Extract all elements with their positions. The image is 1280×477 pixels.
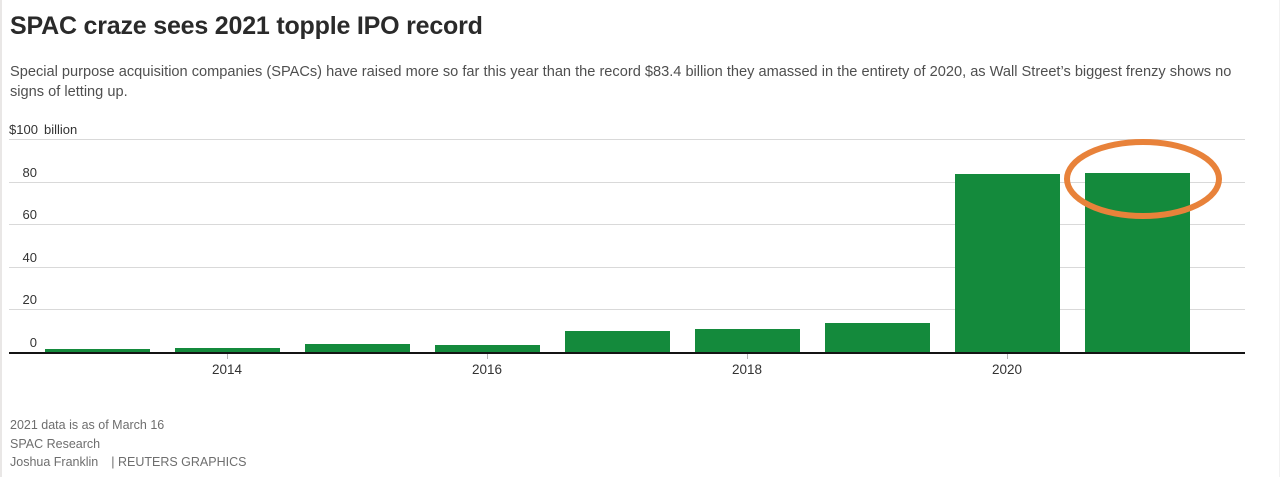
gridline-40 <box>9 266 1245 268</box>
x-axis-label-2018: 2018 <box>731 362 763 377</box>
x-axis-tick-2016 <box>487 354 488 359</box>
y-axis-label-0: 0 <box>29 335 37 350</box>
gridline-100 <box>9 139 1245 140</box>
attribution: | REUTERS GRAPHICS <box>111 455 247 470</box>
highlight-ellipse <box>1064 138 1222 219</box>
x-axis-tick-2018 <box>747 354 748 359</box>
x-axis-tick-2014 <box>227 354 228 359</box>
gridline-80 <box>9 181 1245 183</box>
x-axis-label-2020: 2020 <box>991 362 1023 377</box>
y-axis-unit-label: billion <box>44 122 78 137</box>
page-title: SPAC craze sees 2021 topple IPO record <box>10 12 483 40</box>
gridline-20 <box>9 309 1245 311</box>
y-axis-label-20: 20 <box>22 292 37 308</box>
bar-2017 <box>564 331 670 352</box>
bar-2021 <box>1084 173 1190 352</box>
x-axis-tick-2020 <box>1007 354 1008 359</box>
y-axis-label-60: 60 <box>22 207 37 223</box>
bar-2018 <box>694 329 800 352</box>
bar-2013 <box>44 349 150 352</box>
footnote: 2021 data is as of March 16 <box>10 418 165 432</box>
x-axis-label-2014: 2014 <box>211 362 243 377</box>
bar-2015 <box>304 344 410 352</box>
source-line: SPAC Research <box>10 436 101 451</box>
bar-2020 <box>954 174 1060 352</box>
y-axis-label-100: $100 <box>9 122 38 137</box>
bar-2014 <box>174 348 280 352</box>
y-axis-label-80: 80 <box>22 164 37 180</box>
chart-footer: 2021 data is as of March 16 SPAC Researc… <box>10 416 246 472</box>
byline: Joshua Franklin <box>10 455 99 470</box>
x-axis-label-2016: 2016 <box>471 362 503 377</box>
byline-row: Joshua Franklin | REUTERS GRAPHICS <box>10 453 246 472</box>
gridline-60 <box>9 224 1245 226</box>
bar-2016 <box>434 345 540 352</box>
y-axis-label-40: 40 <box>22 249 37 265</box>
x-axis-line <box>9 352 1245 354</box>
bar-2019 <box>824 323 930 352</box>
chart-subtitle: Special purpose acquisition companies (S… <box>10 64 1232 100</box>
